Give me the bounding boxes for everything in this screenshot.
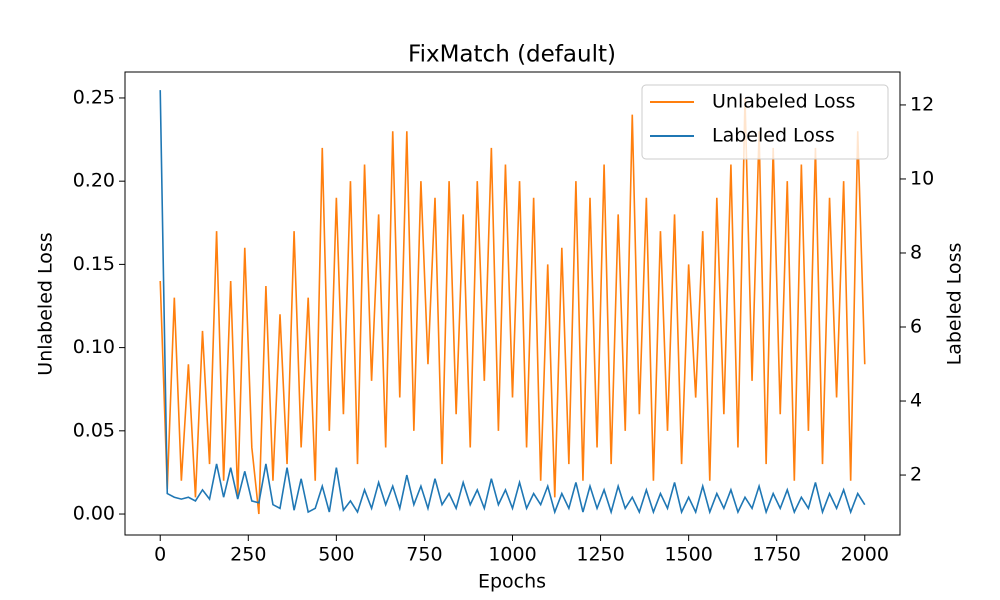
x-tick-label: 1250 bbox=[576, 544, 624, 566]
y2-tick-label: 12 bbox=[910, 93, 934, 115]
series-line bbox=[159, 97, 866, 515]
series-line bbox=[159, 90, 866, 515]
x-tick-label: 1500 bbox=[664, 544, 712, 566]
y-tick-label: 0.10 bbox=[73, 336, 115, 358]
x-tick-label: 1000 bbox=[488, 544, 536, 566]
chart-title: FixMatch (default) bbox=[408, 42, 616, 68]
y-tick-label: 0.15 bbox=[73, 253, 115, 275]
legend-box bbox=[641, 84, 889, 160]
x-tick-label: 250 bbox=[230, 544, 266, 566]
y2-tick-label: 6 bbox=[910, 316, 922, 338]
x-tick-label: 2000 bbox=[841, 544, 889, 566]
y-tick-label: 0.00 bbox=[73, 503, 115, 525]
y-axis-label: Unlabeled Loss bbox=[35, 232, 57, 375]
x-tick-label: 500 bbox=[318, 544, 354, 566]
x-tick-label: 1750 bbox=[753, 544, 801, 566]
y-tick-label: 0.25 bbox=[73, 86, 115, 108]
y-tick-label: 0.05 bbox=[73, 419, 115, 441]
x-tick-label: 750 bbox=[406, 544, 442, 566]
x-axis-label: Epochs bbox=[478, 571, 546, 593]
y-tick-label: 0.20 bbox=[73, 170, 115, 192]
y2-tick-label: 2 bbox=[910, 464, 922, 486]
legend-label: Unlabeled Loss bbox=[712, 91, 855, 113]
y2-tick-label: 8 bbox=[910, 241, 922, 263]
x-tick-label: 0 bbox=[154, 544, 166, 566]
legend-label: Labeled Loss bbox=[712, 125, 835, 147]
y2-tick-label: 4 bbox=[910, 390, 922, 412]
plot-frame bbox=[124, 71, 901, 536]
y2-axis-label: Labeled Loss bbox=[944, 243, 966, 366]
y2-tick-label: 10 bbox=[910, 167, 934, 189]
